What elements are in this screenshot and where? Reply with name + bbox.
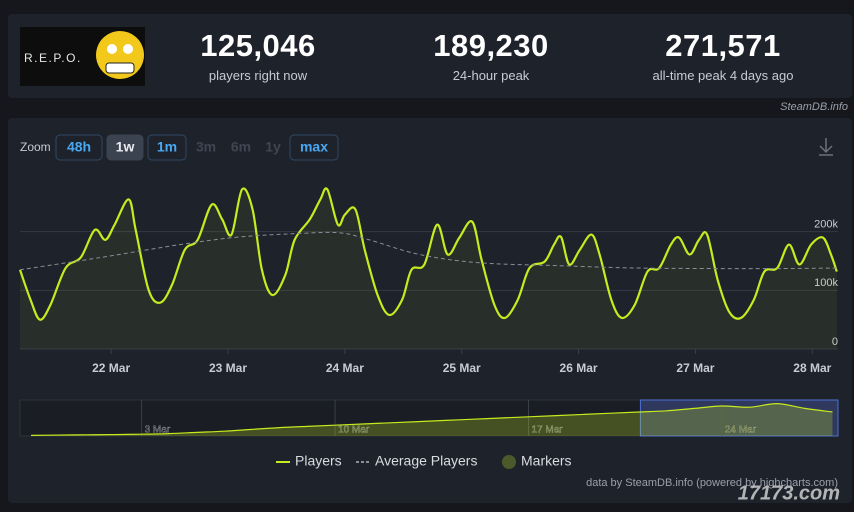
series-line [19, 231, 837, 271]
logo-eye [123, 44, 133, 54]
zoom-option: 6m [231, 139, 251, 155]
navigator-selection[interactable] [639, 399, 839, 437]
zoom-option[interactable]: max [300, 139, 328, 155]
x-tick-label: 28 Mar [793, 361, 831, 375]
x-tick-label: 23 Mar [209, 361, 247, 375]
zoom-button[interactable] [289, 134, 339, 161]
legend-label[interactable]: Average Players [375, 453, 477, 469]
source-link[interactable]: SteamDB.info [780, 101, 848, 113]
x-tick-label: 26 Mar [560, 361, 598, 375]
zoom-option[interactable]: 48h [67, 139, 91, 155]
zoom-button[interactable] [106, 134, 144, 161]
zoom-option[interactable]: 1m [157, 139, 177, 155]
x-tick-label: 24 Mar [725, 425, 757, 436]
zoom-button[interactable] [55, 134, 103, 161]
series-area [31, 403, 833, 436]
download-icon[interactable] [819, 138, 833, 156]
stat-value: 125,046 [200, 28, 316, 63]
y-tick-label: 200k [814, 219, 838, 231]
logo-eye [107, 44, 117, 54]
stat-value: 189,230 [433, 28, 549, 63]
x-tick-label: 25 Mar [443, 361, 481, 375]
series-line [18, 187, 838, 321]
stat: 271,571 all-time peak 4 days ago [613, 28, 833, 83]
zoom-option[interactable]: 1w [116, 139, 135, 155]
stat-label: 24-hour peak [452, 68, 530, 83]
credit: data by SteamDB.info (powered by highcha… [586, 477, 838, 489]
watermark: 17173.com [738, 482, 840, 504]
x-tick-label: 3 Mar [145, 425, 171, 436]
stat-label: players right now [208, 68, 308, 83]
y-tick-label: 0 [832, 336, 838, 348]
y-tick-label: 100k [814, 277, 838, 289]
legend-label[interactable]: Markers [521, 453, 572, 469]
stat-value: 271,571 [665, 28, 781, 63]
legend-swatch [502, 455, 516, 469]
stat: 125,046 players right now [148, 28, 368, 83]
zoom-option: 3m [196, 139, 216, 155]
x-tick-label: 27 Mar [676, 361, 714, 375]
x-tick-label: 22 Mar [92, 361, 130, 375]
stat: 189,230 24-hour peak [381, 28, 601, 83]
zoom-option: 1y [265, 139, 281, 155]
logo-teeth [105, 62, 135, 74]
legend-label[interactable]: Players [295, 453, 342, 469]
chart-panel [8, 118, 852, 503]
series-line [31, 402, 833, 436]
x-tick-label: 24 Mar [326, 361, 364, 375]
header-panel [8, 14, 852, 98]
zoom-button[interactable] [147, 134, 187, 161]
zoom-label: Zoom [20, 140, 51, 154]
x-tick-label: 10 Mar [338, 425, 370, 436]
logo-text: R.E.P.O. [24, 51, 82, 65]
x-tick-label: 17 Mar [531, 425, 563, 436]
logo: R.E.P.O. [20, 27, 145, 86]
stat-label: all-time peak 4 days ago [652, 68, 794, 83]
